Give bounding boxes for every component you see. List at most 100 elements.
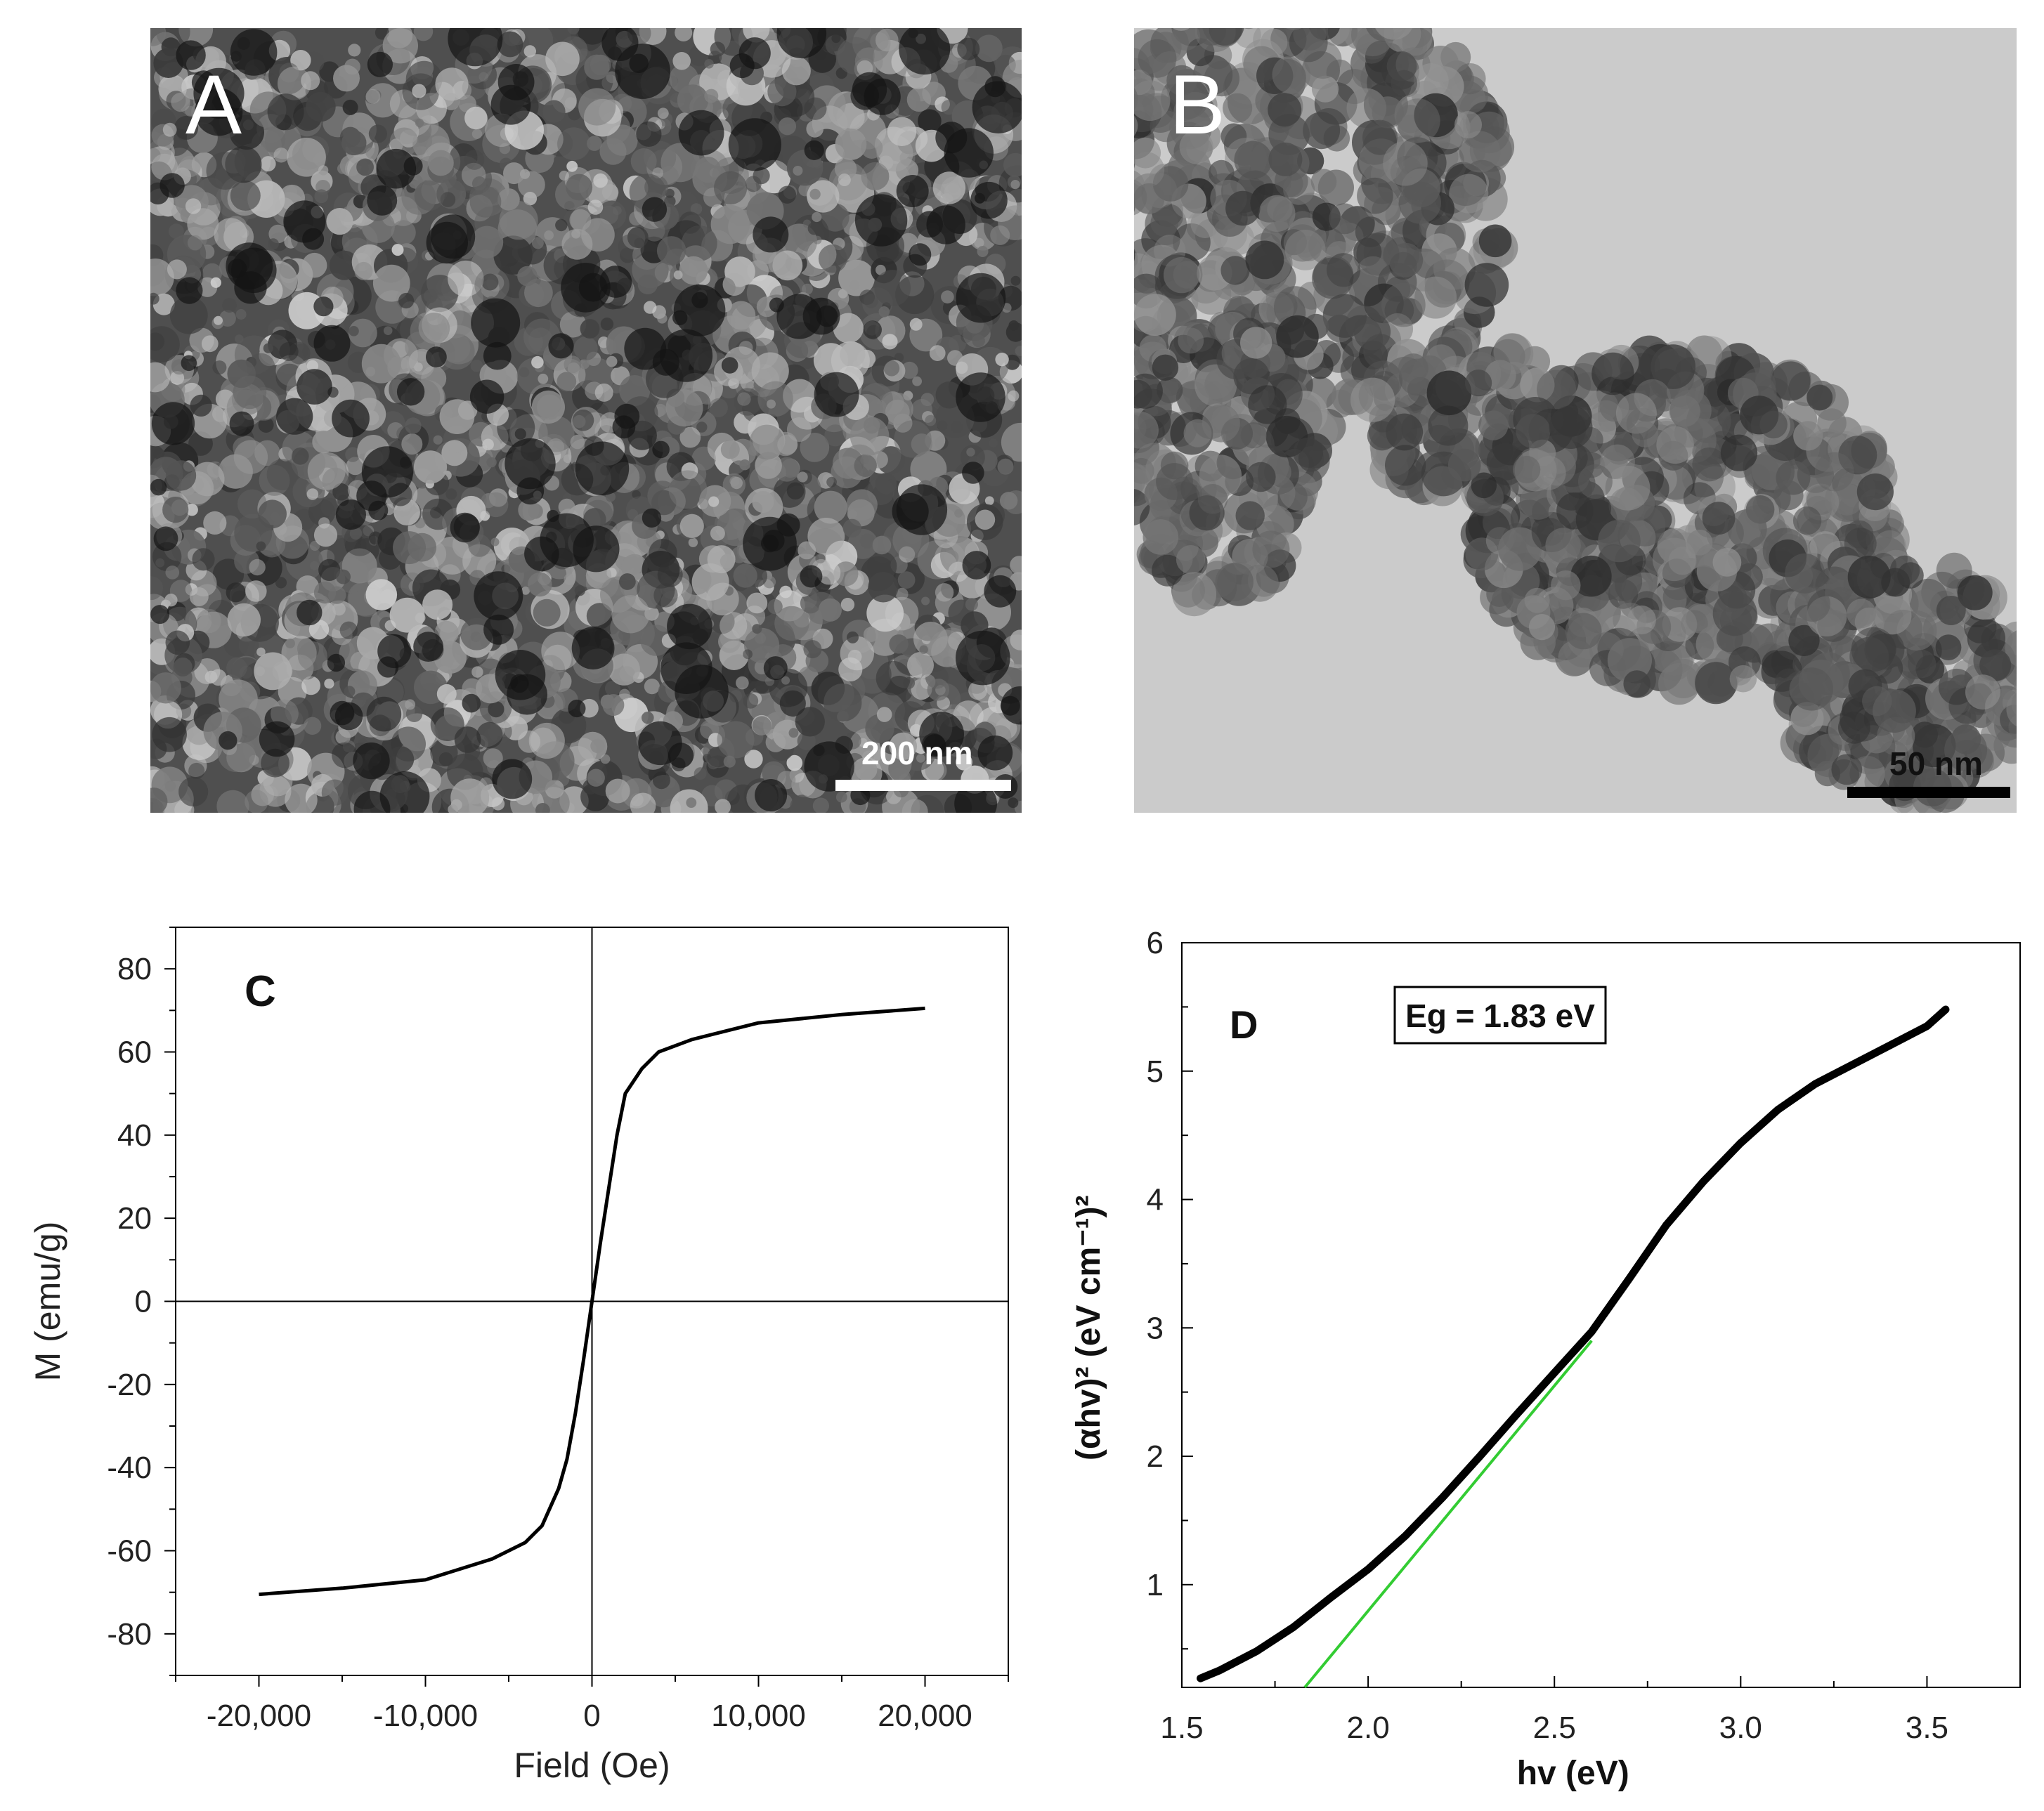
sem-pore: [219, 731, 237, 750]
sem-grain: [1001, 422, 1022, 462]
sem-grain: [875, 315, 906, 346]
tem-particle: [1831, 754, 1863, 785]
tem-particle: [1483, 507, 1514, 540]
tem-particle: [1355, 216, 1386, 247]
sem-pore: [302, 228, 325, 250]
sem-grain: [730, 476, 743, 490]
sem-grain: [751, 352, 789, 390]
sem-grain: [653, 583, 678, 608]
sem-grain: [413, 450, 448, 484]
tem-particle: [1936, 552, 1972, 589]
sem-grain: [665, 188, 675, 198]
tem-particle: [1310, 169, 1337, 195]
sem-grain: [219, 310, 236, 327]
sem-grain: [564, 573, 576, 585]
magnetization-curve: [259, 1006, 925, 1597]
sem-grain: [413, 28, 434, 41]
sem-grain: [807, 518, 845, 555]
tem-particle: [1935, 634, 1962, 660]
sem-grain: [818, 598, 842, 622]
scale-bar-label-b: 50 nm: [1889, 745, 1983, 782]
sem-pore: [753, 216, 789, 253]
sem-pore: [195, 88, 243, 136]
sem-grain: [528, 722, 565, 759]
sem-grain: [1003, 152, 1022, 177]
sem-grain: [287, 138, 326, 177]
sem-grain: [574, 585, 585, 596]
tem-particle: [1669, 389, 1712, 432]
sem-pore: [361, 446, 413, 498]
sem-pore: [956, 273, 1006, 323]
tem-particle: [1223, 93, 1253, 123]
sem-grain: [368, 124, 387, 143]
sem-pore: [379, 771, 430, 813]
sem-grain: [578, 731, 608, 761]
sem-pore: [413, 632, 443, 662]
sem-pore: [568, 699, 586, 718]
sem-grain: [826, 476, 837, 488]
y-axis-label: M (emu/g): [28, 1222, 67, 1382]
sem-grain: [318, 558, 341, 582]
sem-grain: [187, 208, 219, 240]
sem-grain: [651, 490, 677, 516]
sem-grain: [310, 540, 320, 551]
sem-grain: [150, 326, 180, 362]
sem-grain: [260, 156, 276, 172]
tem-particle: [1807, 596, 1847, 637]
tem-particle: [1235, 501, 1265, 530]
tem-particle: [1549, 405, 1593, 449]
y-tick-label: 3: [1147, 1311, 1164, 1345]
sem-grain: [932, 171, 966, 204]
sem-grain: [673, 270, 683, 280]
tem-particle: [1173, 28, 1190, 31]
sem-grain: [482, 438, 494, 451]
tem-particle: [1785, 553, 1825, 594]
sem-pore: [176, 40, 206, 70]
sem-grain: [618, 233, 644, 261]
sem-grain: [629, 211, 644, 226]
sem-grain: [918, 109, 942, 133]
tem-particle: [1176, 545, 1206, 575]
tem-particle: [1240, 422, 1267, 449]
scale-bar-a: [835, 780, 1011, 791]
sem-grain: [619, 688, 630, 700]
sem-grain: [185, 198, 202, 214]
sem-grain: [793, 166, 803, 176]
sem-grain: [806, 120, 824, 138]
sem-grain: [601, 184, 619, 201]
sem-grain: [401, 433, 423, 455]
sem-grain: [833, 313, 864, 344]
sem-grain: [1008, 797, 1019, 809]
sem-grain: [743, 649, 753, 660]
sem-grain: [152, 542, 182, 572]
sem-pore: [804, 741, 854, 792]
tem-particle: [1623, 670, 1651, 698]
y-tick-label: -60: [107, 1534, 152, 1569]
sem-pore: [153, 526, 178, 551]
sem-pore: [755, 779, 788, 811]
sem-grain: [767, 599, 783, 615]
tem-particle: [1248, 385, 1287, 424]
sem-grain: [301, 252, 327, 278]
y-tick-label: 80: [117, 952, 152, 986]
sem-pore: [335, 499, 366, 530]
tem-particle: [1624, 504, 1666, 547]
sem-grain: [727, 301, 756, 330]
sem-pore: [426, 346, 447, 368]
sem-grain: [348, 44, 361, 57]
sem-grain: [441, 440, 468, 466]
sem-grain: [604, 680, 621, 697]
sem-grain: [594, 383, 613, 402]
sem-grain: [538, 416, 575, 452]
sem-grain: [675, 28, 693, 41]
sem-grain: [752, 716, 772, 735]
tem-particle: [1134, 183, 1165, 215]
sem-grain: [366, 696, 402, 732]
sem-grain: [326, 208, 353, 235]
sem-grain: [788, 728, 799, 738]
sem-grain: [384, 620, 396, 632]
sem-grain: [476, 721, 503, 749]
sem-grain: [329, 250, 359, 280]
sem-grain: [162, 122, 177, 137]
tem-particle: [1350, 377, 1395, 422]
